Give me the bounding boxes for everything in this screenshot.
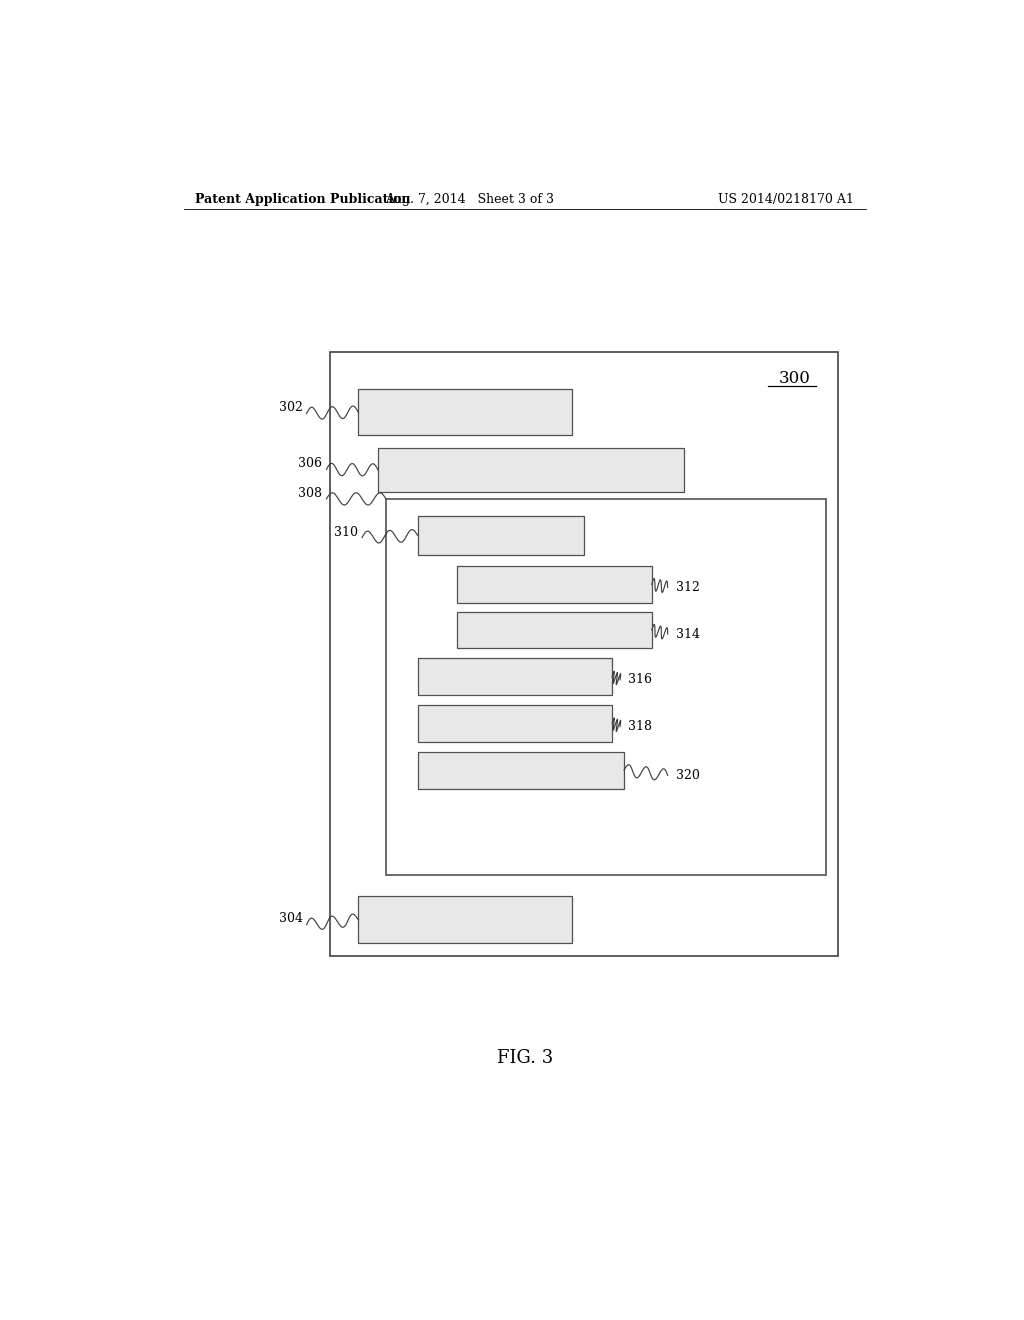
Text: 300: 300 — [778, 370, 811, 387]
Bar — [378, 447, 684, 492]
Bar — [418, 659, 612, 696]
Bar — [358, 896, 572, 942]
Text: 320: 320 — [676, 768, 699, 781]
Text: FIG. 3: FIG. 3 — [497, 1049, 553, 1067]
Text: 308: 308 — [298, 487, 323, 500]
Bar — [418, 516, 585, 554]
Bar — [458, 566, 651, 602]
Text: 312: 312 — [676, 581, 699, 594]
Text: Aug. 7, 2014   Sheet 3 of 3: Aug. 7, 2014 Sheet 3 of 3 — [385, 193, 554, 206]
Text: 304: 304 — [279, 912, 303, 925]
Bar — [418, 705, 612, 742]
Text: 314: 314 — [676, 627, 699, 640]
Bar — [331, 351, 839, 956]
Text: Patent Application Publication: Patent Application Publication — [196, 193, 411, 206]
Text: 316: 316 — [628, 673, 652, 686]
Bar — [418, 752, 624, 788]
Text: US 2014/0218170 A1: US 2014/0218170 A1 — [718, 193, 854, 206]
Bar — [386, 499, 826, 875]
Text: 302: 302 — [279, 401, 303, 414]
Text: 310: 310 — [334, 525, 358, 539]
Text: 318: 318 — [628, 721, 652, 733]
Text: 306: 306 — [298, 457, 323, 470]
Bar — [458, 611, 651, 648]
Bar — [358, 389, 572, 434]
